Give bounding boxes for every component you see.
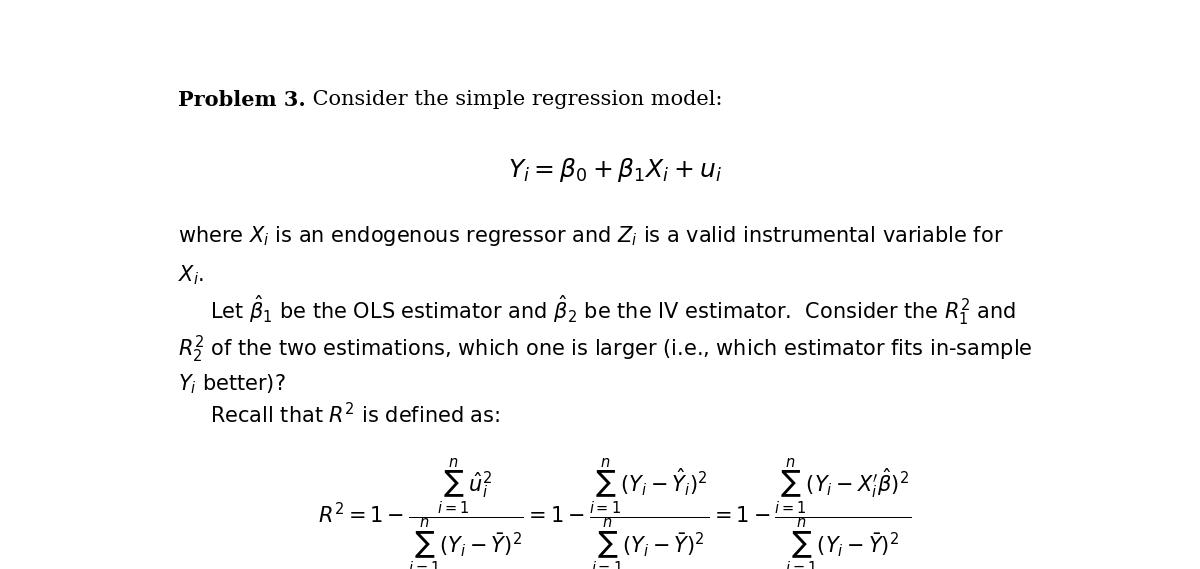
- Text: $R^2 = 1 - \dfrac{\sum_{i=1}^{n} \hat{u}_i^2}{\sum_{i=1}^{n}(Y_i - \bar{Y})^2} =: $R^2 = 1 - \dfrac{\sum_{i=1}^{n} \hat{u}…: [318, 456, 912, 569]
- Text: $Y_i$ better)?: $Y_i$ better)?: [178, 373, 286, 397]
- Text: $X_i$.: $X_i$.: [178, 263, 204, 287]
- Text: Let $\hat{\beta}_1$ be the OLS estimator and $\hat{\beta}_2$ be the IV estimator: Let $\hat{\beta}_1$ be the OLS estimator…: [210, 293, 1016, 327]
- Text: $R_2^2$ of the two estimations, which one is larger (i.e., which estimator fits : $R_2^2$ of the two estimations, which on…: [178, 333, 1032, 365]
- Text: Consider the simple regression model:: Consider the simple regression model:: [306, 90, 722, 109]
- Text: where $X_i$ is an endogenous regressor and $Z_i$ is a valid instrumental variabl: where $X_i$ is an endogenous regressor a…: [178, 224, 1003, 248]
- Text: $Y_i = \beta_0 + \beta_1 X_i + u_i$: $Y_i = \beta_0 + \beta_1 X_i + u_i$: [508, 156, 722, 184]
- Text: Recall that $R^2$ is defined as:: Recall that $R^2$ is defined as:: [210, 402, 500, 427]
- Text: Problem 3.: Problem 3.: [178, 90, 306, 110]
